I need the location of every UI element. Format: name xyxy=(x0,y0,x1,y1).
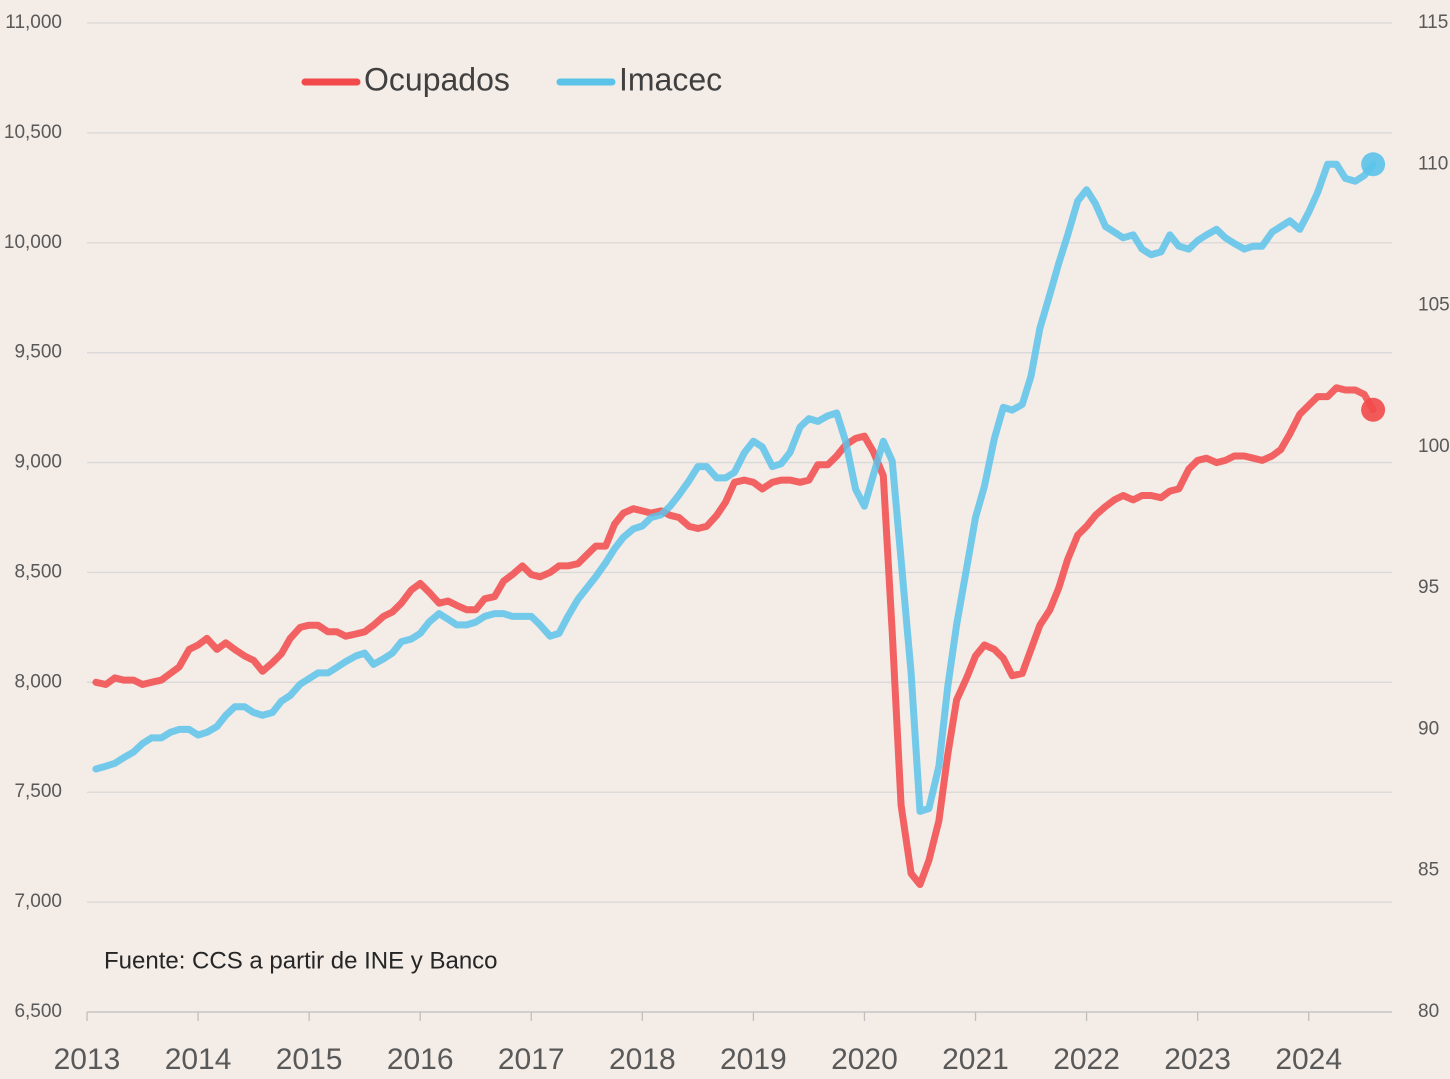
x-tick-label: 2017 xyxy=(498,1043,565,1076)
x-tick-label: 2018 xyxy=(609,1043,676,1076)
x-tick-label: 2020 xyxy=(831,1043,898,1076)
end-marker xyxy=(1361,152,1386,177)
y-tick-label: 10,000 xyxy=(4,232,62,253)
y2-tick-label: 95 xyxy=(1418,577,1439,598)
x-tick-label: 2016 xyxy=(387,1043,454,1076)
y-tick-label: 7,500 xyxy=(14,781,62,802)
y-tick-label: 11,000 xyxy=(5,12,62,33)
source-note: Fuente: CCS a partir de INE y Banco xyxy=(104,947,498,974)
y2-tick-label: 105 xyxy=(1418,295,1450,316)
series-line xyxy=(92,160,1377,815)
y-tick-label: 10,500 xyxy=(4,122,62,143)
end-marker xyxy=(1361,397,1386,422)
legend-label: Imacec xyxy=(619,61,722,97)
y-tick-label: 8,000 xyxy=(14,671,62,692)
x-tick-label: 2023 xyxy=(1164,1043,1231,1076)
y2-tick-label: 100 xyxy=(1418,436,1450,457)
x-tick-label: 2013 xyxy=(54,1043,121,1076)
y-tick-label: 7,000 xyxy=(14,891,62,912)
y2-tick-label: 110 xyxy=(1418,153,1448,174)
x-tick-label: 2021 xyxy=(942,1043,1009,1076)
y2-tick-label: 85 xyxy=(1418,860,1439,881)
series-line xyxy=(92,384,1377,888)
x-tick-label: 2019 xyxy=(720,1043,787,1076)
x-tick-label: 2024 xyxy=(1275,1043,1342,1076)
y-tick-label: 8,500 xyxy=(14,561,62,582)
y-tick-label: 9,500 xyxy=(14,342,62,363)
x-tick-label: 2015 xyxy=(276,1043,343,1076)
x-tick-label: 2022 xyxy=(1053,1043,1120,1076)
y2-tick-label: 90 xyxy=(1418,718,1439,739)
x-tick-label: 2014 xyxy=(165,1043,232,1076)
y2-tick-label: 80 xyxy=(1418,1001,1439,1022)
y2-tick-label: 115 xyxy=(1418,12,1448,33)
y-tick-label: 6,500 xyxy=(14,1001,62,1022)
legend-label: Ocupados xyxy=(364,61,510,97)
y-tick-label: 9,000 xyxy=(14,452,62,473)
